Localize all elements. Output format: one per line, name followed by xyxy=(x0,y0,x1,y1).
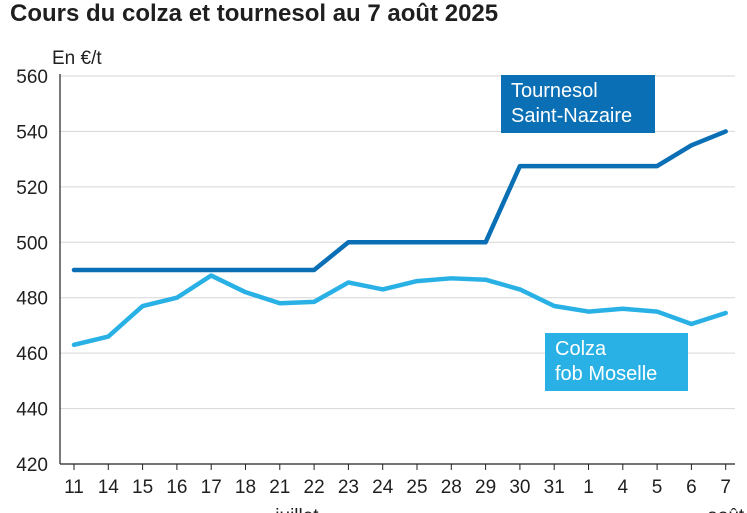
x-tick-label: 15 xyxy=(132,477,153,498)
series-label-text: Colza xyxy=(555,338,607,360)
series-labels: Tournesol Saint-Nazaire Colza fob Moselle xyxy=(501,75,688,391)
x-tick-label: 16 xyxy=(166,477,187,498)
month-label: août xyxy=(707,506,745,513)
x-tick-label: 1 xyxy=(583,477,594,498)
y-axis-label: En €/t xyxy=(52,48,102,69)
y-axis-ticks: 420 440 460 480 500 520 540 560 xyxy=(16,67,48,476)
x-tick-label: 21 xyxy=(269,477,290,498)
series-label-text: Saint-Nazaire xyxy=(511,105,632,127)
series-label-text: Tournesol xyxy=(511,80,598,102)
x-tick-label: 7 xyxy=(720,477,731,498)
y-tick-label: 480 xyxy=(16,289,48,310)
x-tick-label: 18 xyxy=(235,477,256,498)
x-tick-label: 31 xyxy=(544,477,565,498)
series-label-box-tournesol xyxy=(501,75,655,133)
y-tick-label: 500 xyxy=(16,233,48,254)
chart-title: Cours du colza et tournesol au 7 août 20… xyxy=(10,0,499,27)
x-tick-label: 5 xyxy=(652,477,663,498)
x-tick-label: 4 xyxy=(618,477,629,498)
x-axis-ticks: 11 14 15 16 17 18 21 22 23 24 25 28 29 30 31 1 4 5 6 7 xyxy=(64,464,731,498)
x-tick-label: 6 xyxy=(686,477,697,498)
x-tick-label: 14 xyxy=(98,477,120,498)
month-labels: juillet août xyxy=(274,506,745,513)
x-tick-label: 11 xyxy=(64,477,84,498)
series-label-box-colza xyxy=(545,333,688,391)
x-tick-label: 29 xyxy=(475,477,496,498)
month-label: juillet xyxy=(274,506,319,513)
series-label-text: fob Moselle xyxy=(555,363,657,385)
x-tick-label: 30 xyxy=(509,477,530,498)
series-line-colza xyxy=(71,273,728,348)
y-tick-label: 540 xyxy=(16,122,48,143)
y-tick-label: 420 xyxy=(16,455,48,476)
y-tick-label: 460 xyxy=(16,344,48,365)
x-tick-label: 22 xyxy=(304,477,325,498)
x-tick-label: 24 xyxy=(372,477,394,498)
x-tick-label: 28 xyxy=(441,477,462,498)
y-tick-label: 440 xyxy=(16,400,48,421)
series-line-tournesol xyxy=(71,129,728,273)
series-lines xyxy=(71,129,728,348)
x-tick-label: 23 xyxy=(338,477,359,498)
x-tick-label: 17 xyxy=(201,477,222,498)
y-tick-label: 520 xyxy=(16,178,48,199)
y-tick-label: 560 xyxy=(16,67,48,88)
x-tick-label: 25 xyxy=(406,477,427,498)
